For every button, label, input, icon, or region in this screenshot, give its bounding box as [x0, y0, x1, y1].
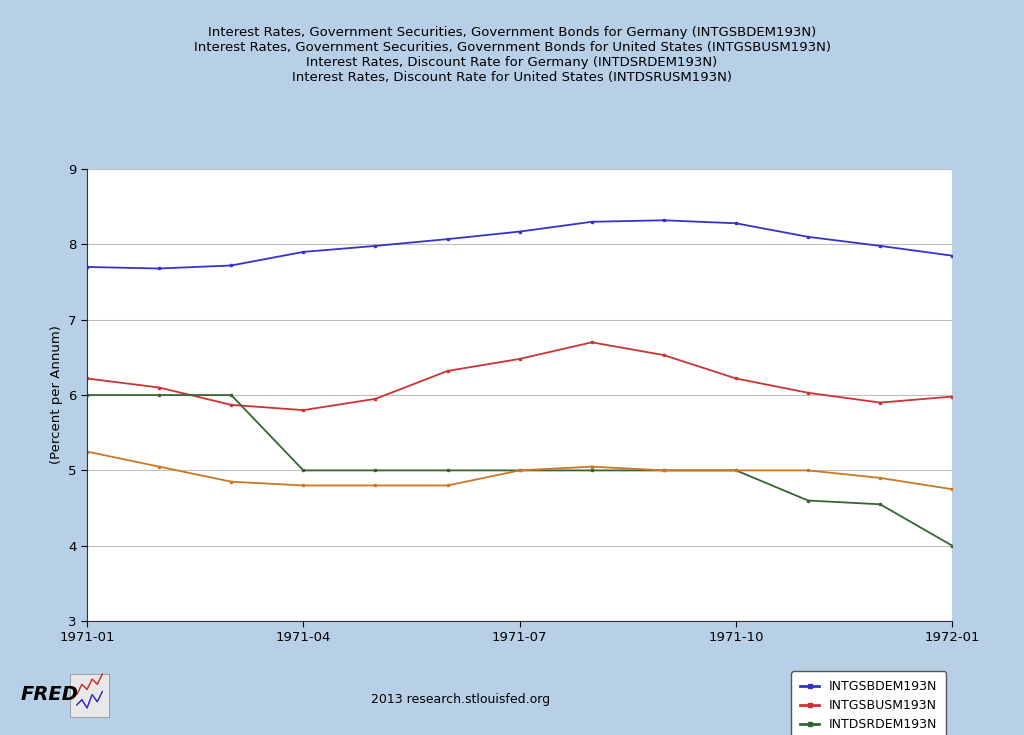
Text: 2013 research.stlouisfed.org: 2013 research.stlouisfed.org	[372, 692, 550, 706]
Text: Interest Rates, Government Securities, Government Bonds for Germany (INTGSBDEM19: Interest Rates, Government Securities, G…	[194, 26, 830, 84]
Legend: INTGSBDEM193N, INTGSBUSM193N, INTDSRDEM193N, INTDSRUSM193N: INTGSBDEM193N, INTGSBUSM193N, INTDSRDEM1…	[792, 671, 946, 735]
Bar	[70, 674, 109, 717]
Text: FRED: FRED	[20, 685, 79, 704]
Y-axis label: (Percent per Annum): (Percent per Annum)	[49, 326, 62, 465]
